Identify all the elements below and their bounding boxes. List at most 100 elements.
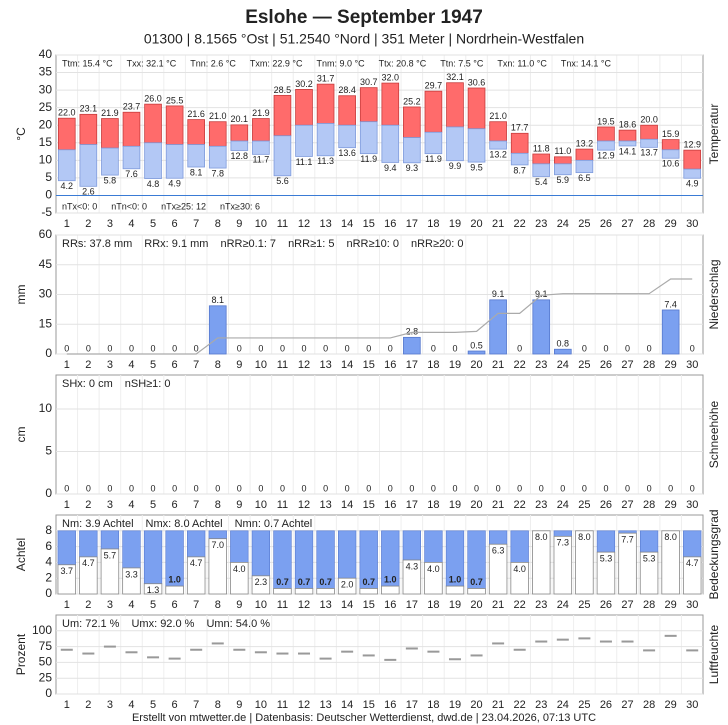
cover-label: 7.7 [621, 535, 634, 545]
y-tick-label: -5 [41, 205, 52, 219]
y-tick-label: 10 [39, 153, 53, 167]
tmin-bar [424, 131, 443, 155]
cover-bar [165, 585, 184, 595]
x-tick-label: 4 [128, 359, 134, 371]
tmin-bar [187, 144, 205, 168]
x-tick-label: 11 [277, 699, 288, 711]
y-tick-label: 100 [32, 623, 52, 637]
x-tick-label: 8 [215, 699, 221, 711]
cover-bar [316, 588, 335, 595]
bar-label: 0 [647, 343, 652, 353]
bar [661, 309, 680, 355]
cover-label: 8.0 [664, 532, 677, 542]
tmax-bar [208, 121, 227, 147]
stat-text: RRs: 37.8 mm [62, 238, 132, 250]
chart-title: Eslohe — September 1947 [245, 7, 483, 28]
bar-label: 0 [172, 343, 177, 353]
tmax-bar [165, 105, 184, 145]
tmax-label: 18.6 [619, 120, 637, 130]
x-tick-label: 15 [363, 599, 375, 611]
tmax-label: 23.7 [123, 102, 141, 112]
x-tick-label: 29 [665, 218, 677, 230]
x-tick-label: 1 [64, 599, 70, 611]
cover-clear [208, 530, 227, 539]
tmax-label: 11.0 [554, 146, 571, 156]
cover-bar [575, 530, 594, 595]
bar-label: 0 [388, 483, 393, 493]
cover-label: 0.7 [362, 577, 375, 587]
cover-clear [187, 530, 206, 558]
bar-label: 2.8 [406, 327, 419, 337]
tmax-label: 21.9 [101, 108, 119, 118]
x-tick-label: 20 [470, 699, 482, 711]
cover-label: 1.3 [147, 585, 160, 595]
x-tick-label: 27 [621, 359, 633, 371]
y-tick-label: 4 [45, 555, 52, 569]
bar-label: 0 [129, 483, 134, 493]
x-tick-label: 3 [107, 218, 113, 230]
x-tick-label: 17 [406, 359, 418, 371]
stat-text: Txm: 22.9 °C [250, 58, 303, 68]
x-tick-label: 30 [686, 599, 698, 611]
bar-label: 0 [64, 343, 69, 353]
tmax-bar [489, 121, 507, 142]
x-tick-label: 16 [384, 599, 396, 611]
stat-text: nTx≥25: 12 [161, 201, 206, 211]
tmin-bar [295, 124, 313, 157]
bar [467, 350, 486, 355]
x-tick-label: 16 [384, 359, 396, 371]
y-tick-label: 40 [39, 47, 53, 61]
cover-label: 3.7 [61, 566, 74, 576]
x-tick-label: 28 [643, 699, 655, 711]
x-tick-label: 30 [686, 359, 698, 371]
x-tick-label: 1 [64, 699, 70, 711]
tmax-bar [338, 95, 356, 126]
cover-bar [359, 588, 378, 595]
stat-text: nRR≥1: 5 [288, 238, 334, 250]
tmax-label: 13.2 [576, 138, 594, 148]
cover-bar [424, 562, 443, 595]
tmax-bar [554, 156, 572, 165]
x-tick-label: 8 [215, 359, 221, 371]
x-tick-label: 11 [277, 359, 288, 371]
bar-label: 0 [194, 483, 199, 493]
cover-label: 4.0 [233, 564, 246, 574]
x-tick-label: 28 [643, 218, 655, 230]
x-tick-label: 1 [64, 218, 70, 230]
x-tick-label: 21 [492, 359, 504, 371]
tmax-bar [661, 139, 680, 151]
cover-bar [122, 567, 141, 595]
cover-label: 5.3 [600, 554, 613, 564]
tmin-bar [230, 140, 249, 151]
tmax-bar [57, 117, 76, 151]
x-tick-label: 20 [470, 499, 482, 511]
tmin-bar [446, 126, 464, 162]
tmin-label: 13.7 [640, 148, 658, 158]
x-tick-label: 4 [128, 699, 134, 711]
tmin-label: 4.2 [61, 181, 74, 191]
x-tick-label: 17 [406, 499, 418, 511]
x-tick-label: 15 [363, 359, 375, 371]
cover-clear [683, 530, 702, 558]
x-tick-label: 5 [150, 359, 156, 371]
x-tick-label: 14 [341, 699, 353, 711]
tmin-label: 8.1 [190, 167, 203, 177]
y-tick-label: 60 [39, 227, 53, 241]
tmax-label: 21.0 [209, 111, 227, 121]
tmax-bar [424, 90, 443, 133]
x-tick-label: 18 [427, 499, 439, 511]
x-tick-label: 18 [427, 699, 439, 711]
bar-label: 0 [258, 343, 263, 353]
tmin-label: 12.8 [231, 151, 249, 161]
x-tick-label: 16 [384, 699, 396, 711]
bar-label: 0 [280, 343, 285, 353]
cover-bar [337, 577, 357, 595]
cover-bar [661, 530, 680, 595]
tmax-bar [597, 126, 615, 142]
cover-bar [230, 562, 249, 595]
side-label: Bedeckungsgrad [707, 509, 721, 599]
tmin-label: 4.9 [686, 179, 699, 189]
tmin-label: 10.6 [662, 159, 680, 169]
tmax-label: 25.2 [403, 96, 421, 106]
stat-text: Tnm: 9.0 °C [317, 58, 366, 68]
